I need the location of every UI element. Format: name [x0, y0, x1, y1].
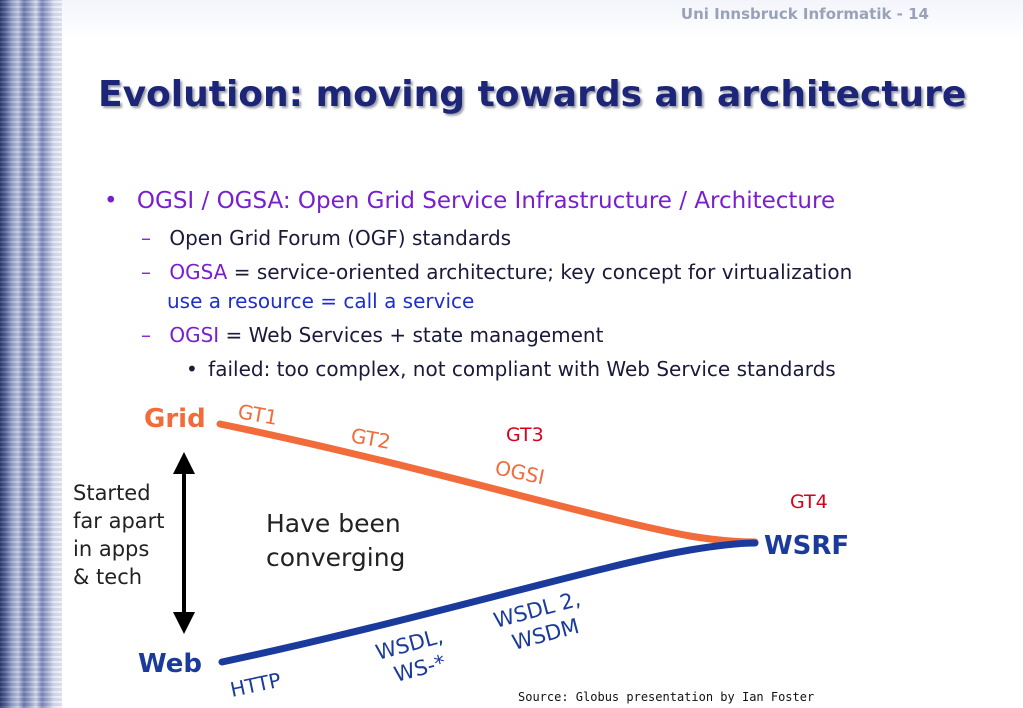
grid-evolution-line [216, 420, 759, 546]
grid-label: Grid [144, 404, 206, 434]
subbullet-ogsa-continuation: use a resource = call a service [167, 289, 475, 313]
converging-line-2: converging [266, 543, 405, 572]
wsdl-ws-label: WSDL, WS-* [373, 624, 448, 687]
started-line-4: & tech [73, 565, 142, 589]
subbullet-ogf: – Open Grid Forum (OGF) standards [141, 226, 511, 250]
bullet-ogsi-ogsa: • OGSI / OGSA: Open Grid Service Infrast… [104, 188, 835, 214]
subbullet-text: = Web Services + state management [219, 323, 604, 347]
bullet-text: OGSI / OGSA: Open Grid Service Infrastru… [136, 188, 836, 214]
gt3-label: GT3 [506, 424, 544, 446]
ogsa-term: OGSA [169, 260, 228, 284]
subbullet-dash: – [141, 226, 151, 250]
subbullet-dash: – [141, 323, 151, 347]
ogsi-term: OGSI [169, 323, 220, 347]
source-citation: Source: Globus presentation by Ian Foste… [518, 690, 815, 704]
started-line-2: far apart [73, 509, 165, 533]
http-label: HTTP [228, 668, 283, 702]
started-line-1: Started [73, 481, 151, 505]
ogsi-diagram-label: OGSI [493, 455, 547, 489]
started-line-3: in apps [73, 537, 149, 561]
web-evolution-line [218, 539, 759, 666]
converging-text: Have been converging [266, 509, 405, 572]
arrow-down-head-icon [173, 612, 195, 634]
subbullet-ogsi: – OGSI = Web Services + state management [141, 323, 603, 347]
slide-header: Uni Innsbruck Informatik - 14 [680, 5, 929, 23]
slide-title: Evolution: moving towards an architectur… [98, 74, 967, 115]
gt2-label: GT2 [349, 423, 392, 454]
subbullet-text: = service-oriented architecture; key con… [227, 260, 853, 284]
header-band [62, 0, 1023, 40]
converging-line-1: Have been [266, 509, 401, 538]
wsrf-label: WSRF [764, 531, 849, 561]
wsdl2-wsdm-label: WSDL 2, WSDM [491, 587, 583, 655]
decorative-sidebar [0, 0, 62, 708]
subbullet-dash: – [141, 260, 151, 284]
gt4-label: GT4 [790, 491, 828, 513]
subbullet-ogsa: – OGSA = service-oriented architecture; … [141, 260, 852, 284]
web-label: Web [138, 649, 202, 679]
subbullet-text: Open Grid Forum (OGF) standards [169, 226, 512, 250]
subsubbullet-failed: • failed: too complex, not compliant wit… [186, 357, 836, 381]
subsubbullet-text: failed: too complex, not compliant with … [208, 357, 836, 381]
bullet-marker: • [104, 188, 118, 214]
started-far-apart-text: Started far apart in apps & tech [73, 481, 165, 589]
subsubbullet-marker: • [186, 357, 198, 381]
arrow-up-head-icon [173, 452, 195, 474]
